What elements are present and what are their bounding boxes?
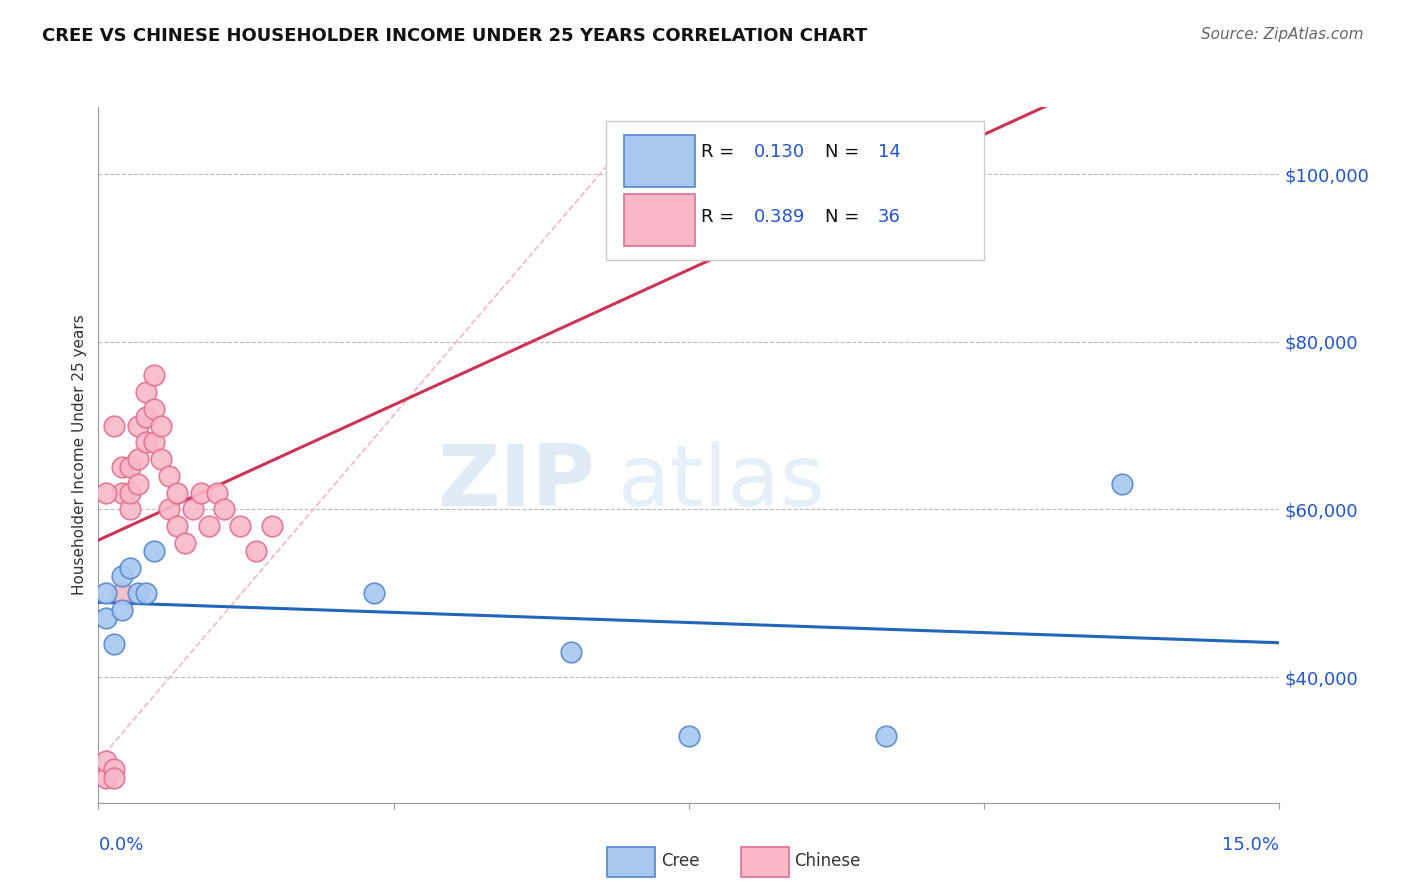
Point [103, 636, 125, 650]
Text: 15.0%: 15.0% [1222, 837, 1279, 855]
Point [205, 485, 228, 500]
Point [363, 586, 385, 600]
FancyBboxPatch shape [606, 121, 984, 260]
Point [190, 485, 212, 500]
Text: Chinese: Chinese [794, 852, 860, 870]
Point [1111, 477, 1133, 491]
Point [229, 519, 252, 533]
Point [174, 536, 197, 550]
Point [157, 502, 180, 516]
Point [118, 460, 141, 475]
Text: 0.389: 0.389 [754, 208, 806, 226]
Point [135, 385, 157, 400]
Point [127, 418, 149, 433]
Point [166, 485, 188, 500]
Point [875, 729, 897, 743]
Text: Cree: Cree [661, 852, 699, 870]
Point [96, 586, 118, 600]
Point [150, 452, 173, 467]
Point [111, 603, 134, 617]
Point [197, 519, 219, 533]
Point [127, 477, 149, 491]
Point [111, 460, 134, 475]
Point [96, 771, 118, 785]
Point [678, 729, 700, 743]
Text: CREE VS CHINESE HOUSEHOLDER INCOME UNDER 25 YEARS CORRELATION CHART: CREE VS CHINESE HOUSEHOLDER INCOME UNDER… [42, 27, 868, 45]
Point [142, 368, 165, 383]
Point [118, 561, 141, 575]
Point [127, 452, 149, 467]
Text: ZIP: ZIP [437, 442, 595, 524]
Point [245, 544, 267, 558]
Y-axis label: Householder Income Under 25 years: Householder Income Under 25 years [72, 315, 87, 595]
Point [111, 586, 134, 600]
Point [260, 519, 283, 533]
Point [111, 485, 134, 500]
Point [96, 485, 118, 500]
Text: 0.130: 0.130 [754, 144, 806, 161]
Point [118, 485, 141, 500]
Point [135, 410, 157, 425]
Point [118, 502, 141, 516]
Text: 14: 14 [877, 144, 901, 161]
Text: 0.0%: 0.0% [98, 837, 143, 855]
Point [142, 544, 165, 558]
Point [142, 435, 165, 450]
Text: R =: R = [700, 144, 740, 161]
Text: 36: 36 [877, 208, 901, 226]
Point [103, 418, 125, 433]
Point [135, 435, 157, 450]
FancyBboxPatch shape [624, 194, 695, 246]
Point [135, 586, 157, 600]
Point [96, 754, 118, 768]
Point [103, 771, 125, 785]
Point [560, 645, 582, 659]
Point [181, 502, 204, 516]
Point [111, 569, 134, 583]
Point [150, 418, 173, 433]
Text: N =: N = [825, 144, 865, 161]
Text: atlas: atlas [619, 442, 827, 524]
FancyBboxPatch shape [624, 135, 695, 187]
Text: R =: R = [700, 208, 740, 226]
Point [103, 762, 125, 776]
Point [142, 401, 165, 416]
Text: N =: N = [825, 208, 865, 226]
Point [214, 502, 236, 516]
Text: Source: ZipAtlas.com: Source: ZipAtlas.com [1201, 27, 1364, 42]
Point [127, 586, 149, 600]
Point [157, 468, 180, 483]
Point [166, 519, 188, 533]
Point [96, 611, 118, 625]
